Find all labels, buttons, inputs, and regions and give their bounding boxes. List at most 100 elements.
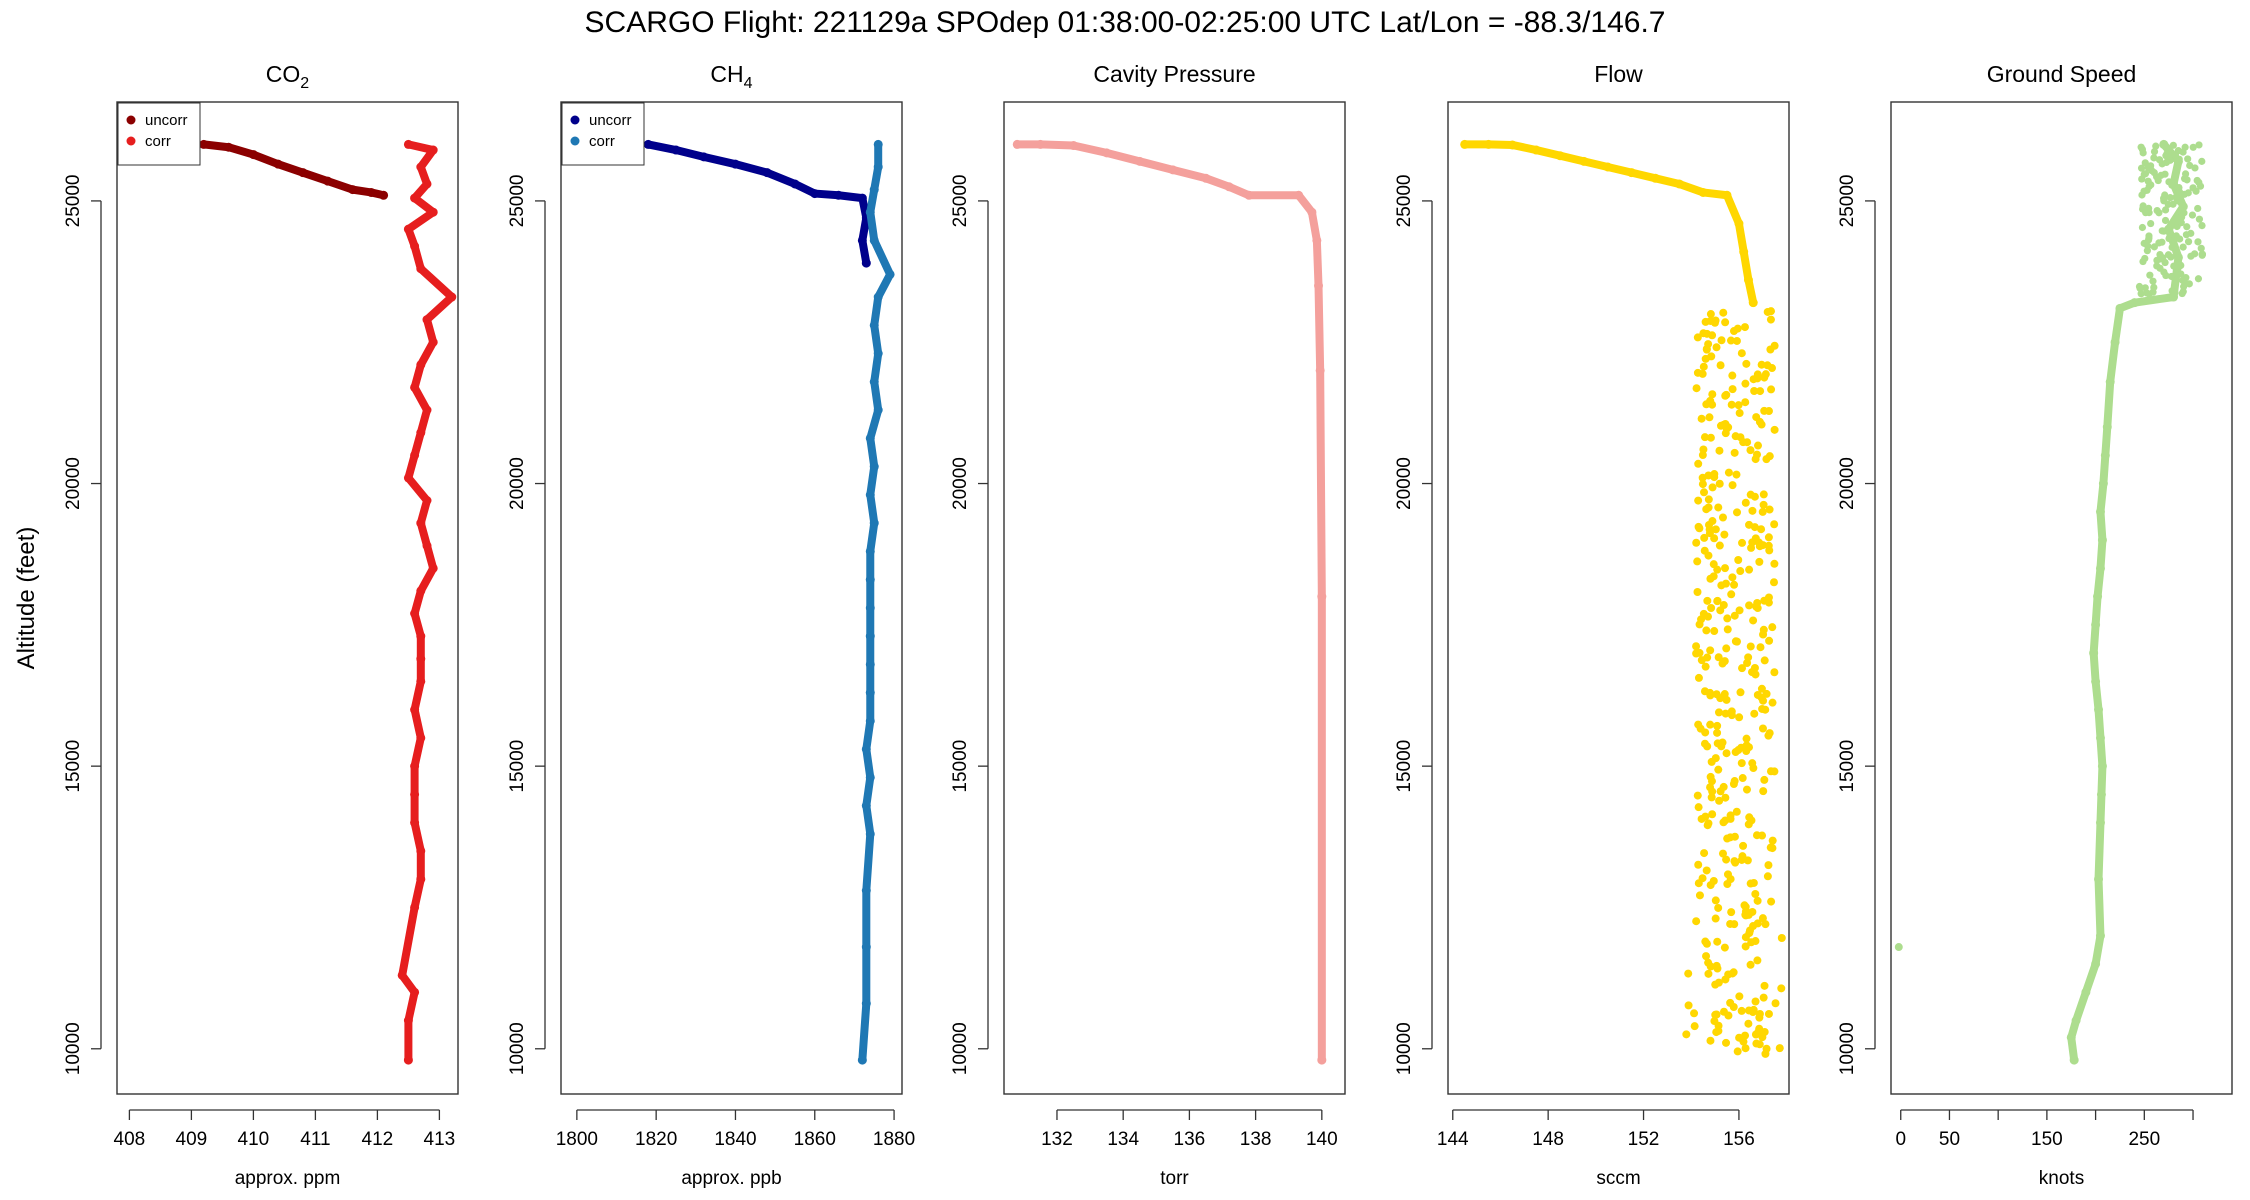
flow-sample-point (1708, 787, 1717, 796)
flow-sample-point (1730, 611, 1739, 620)
flow-sample-point (1736, 688, 1745, 697)
flow-sample-point (1770, 520, 1779, 529)
flow-sample-point (1722, 855, 1731, 864)
flow-sample-point (1702, 952, 1711, 961)
flow-sample-point (1718, 849, 1727, 858)
flow-sample-point (1741, 398, 1750, 407)
ch4-series-corr-point (873, 349, 883, 359)
flow-sample-point (1764, 533, 1773, 542)
flow-sample-point (1722, 424, 1731, 433)
ch4-series-corr-point (869, 235, 879, 245)
flow-sample-point (1728, 481, 1737, 490)
flow-sample-point (1727, 908, 1736, 917)
flow-series-flow-point (1555, 151, 1565, 161)
flow-sample-point (1708, 810, 1717, 819)
groundspeed-sample-point (2179, 243, 2187, 251)
flow-sample-point (1706, 962, 1715, 971)
flow-sample-point (1777, 934, 1786, 943)
co2-series-corr-point (410, 705, 420, 715)
co2-y-tick-label: 25000 (63, 174, 84, 227)
groundspeed-sample-point (2184, 238, 2193, 246)
flow-sample-point (1713, 721, 1722, 730)
groundspeed-sample-point (2160, 197, 2168, 205)
co2-x-tick-label: 411 (300, 1129, 330, 1150)
flow-sample-point (1748, 907, 1757, 916)
groundspeed-series-ground-speed-point (2081, 987, 2091, 997)
flow-sample-point (1740, 323, 1749, 332)
flow-sample-point (1706, 720, 1715, 729)
pressure-y-tick-label: 15000 (950, 740, 971, 793)
ch4-series-uncorr-point (699, 152, 709, 162)
flow-sample-point (1694, 803, 1703, 812)
co2-series-corr-point (447, 292, 457, 302)
co2-panel-title: CO2 (266, 61, 310, 92)
flow-sample-point (1719, 1007, 1728, 1016)
flow-sample-point (1756, 643, 1765, 652)
flow-sample-point (1719, 818, 1728, 827)
flow-sample-point (1702, 939, 1711, 948)
groundspeed-x-tick-label: 50 (1939, 1129, 1960, 1150)
pressure-series-pressure-point (1168, 165, 1178, 175)
flow-sample-point (1732, 336, 1741, 345)
flow-sample-point (1765, 505, 1774, 514)
flow-sample-point (1737, 759, 1746, 768)
flow-x-tick-label: 144 (1437, 1129, 1469, 1150)
groundspeed-sample-point (2161, 206, 2170, 214)
co2-title-subscript: 2 (300, 75, 309, 92)
ch4-plot-frame (560, 101, 903, 1095)
ch4-x-tick-label: 1820 (635, 1129, 677, 1150)
flow-sample-point (1728, 969, 1737, 978)
flow-sample-point (1758, 914, 1767, 923)
flow-sample-point (1765, 546, 1774, 555)
pressure-x-tick-label: 136 (1174, 1129, 1206, 1150)
ch4-series-corr-point (865, 716, 875, 726)
flow-sample-point (1706, 691, 1715, 700)
flow-sample-point (1701, 662, 1710, 671)
co2-data-area (199, 139, 457, 1065)
co2-x-tick-label: 413 (424, 1129, 456, 1150)
groundspeed-sample-point (2162, 271, 2170, 280)
flow-sample-point (1744, 1019, 1753, 1028)
flow-sample-point (1751, 997, 1760, 1006)
flow-sample-point (1728, 573, 1737, 582)
flow-sample-point (1714, 653, 1723, 662)
flow-sample-point (1723, 879, 1732, 888)
groundspeed-sample-point (2154, 176, 2162, 185)
flow-sample-point (1713, 728, 1722, 737)
ch4-series-corr-point (861, 801, 871, 811)
pressure-panel-title: Cavity Pressure (1093, 61, 1255, 87)
flow-series-flow-point (1722, 190, 1732, 200)
flow-sample-point (1713, 964, 1722, 973)
flow-sample-point (1714, 1021, 1723, 1030)
flow-sample-point (1706, 646, 1715, 655)
groundspeed-sample-point (2187, 252, 2195, 260)
groundspeed-sample-point (2197, 244, 2205, 252)
groundspeed-sample-point (2195, 215, 2204, 223)
flow-sample-point (1749, 764, 1758, 773)
ch4-series-corr-point (861, 886, 871, 896)
co2-series-corr-point (416, 428, 426, 438)
flow-sample-point (1717, 581, 1726, 590)
flow-sample-point (1708, 331, 1717, 340)
flow-sample-point (1708, 390, 1717, 399)
ch4-legend-label: corr (589, 133, 615, 150)
groundspeed-series-ground-speed-point (2115, 303, 2125, 313)
flow-sample-point (1753, 604, 1762, 613)
groundspeed-sample-point (2185, 280, 2193, 288)
flow-sample-point (1746, 446, 1755, 455)
flow-sample-point (1692, 642, 1701, 651)
flow-sample-point (1709, 572, 1718, 581)
groundspeed-sample-point (2183, 176, 2191, 184)
groundspeed-x-tick-label: 250 (2128, 1129, 2160, 1150)
ch4-series-corr-point (857, 1055, 867, 1065)
flow-sample-point (1746, 642, 1755, 651)
co2-series-corr-point (416, 264, 426, 274)
flow-sample-point (1715, 708, 1724, 717)
groundspeed-x-tick-label: 150 (2031, 1129, 2063, 1150)
ch4-legend-label: uncorr (589, 112, 632, 129)
flow-sample-point (1753, 956, 1762, 965)
ch4-series-corr-point (865, 575, 875, 585)
flow-sample-point (1759, 490, 1768, 499)
co2-series-corr-point (410, 987, 420, 997)
flow-sample-point (1748, 538, 1757, 547)
